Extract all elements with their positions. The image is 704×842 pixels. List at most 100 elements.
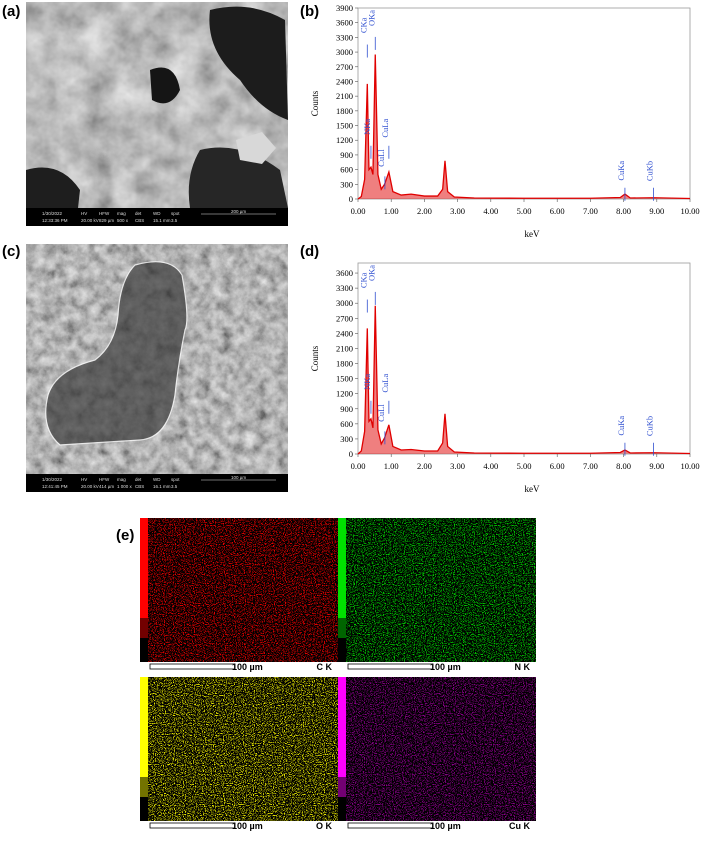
peak-label: CuKa bbox=[616, 416, 626, 436]
panel-label: (c) bbox=[2, 243, 20, 260]
peak-label: CuLl bbox=[376, 149, 386, 167]
map-scale: 100 µm bbox=[430, 821, 461, 831]
y-tick-label: 300 bbox=[340, 179, 353, 189]
y-tick-label: 3300 bbox=[336, 32, 353, 42]
y-tick-label: 3300 bbox=[336, 283, 353, 293]
info-text: 20.00 kV bbox=[81, 218, 99, 223]
x-tick-label: 3.00 bbox=[450, 206, 465, 216]
info-bar-bg bbox=[26, 208, 288, 226]
info-text: WD bbox=[153, 211, 161, 216]
info-text: 100 µm bbox=[231, 475, 246, 480]
y-tick-label: 2100 bbox=[336, 91, 353, 101]
info-text: 15.1 mm bbox=[153, 218, 171, 223]
info-text: 1/30/2022 bbox=[42, 477, 63, 482]
peak-label: NKa bbox=[362, 374, 372, 390]
x-tick-label: 5.00 bbox=[517, 206, 532, 216]
x-tick-label: 2.00 bbox=[417, 206, 432, 216]
info-text: 829 µm bbox=[99, 218, 114, 223]
peak-label: CKa bbox=[358, 272, 368, 288]
y-tick-label: 2400 bbox=[336, 76, 353, 86]
color-bar-low bbox=[140, 777, 148, 797]
spectrum-line bbox=[357, 54, 691, 200]
peak-label: CKa bbox=[358, 17, 368, 33]
y-tick-label: 3000 bbox=[336, 47, 353, 57]
peak-label: CuKa bbox=[616, 161, 626, 181]
x-tick-label: 8.00 bbox=[616, 461, 631, 471]
map-tint bbox=[148, 518, 338, 662]
peak-label: OKa bbox=[366, 10, 376, 26]
info-text: 500 x bbox=[117, 218, 129, 223]
map-element: O K bbox=[316, 821, 333, 831]
y-tick-label: 0 bbox=[349, 194, 353, 204]
peak-label: CuLa bbox=[380, 119, 390, 138]
x-tick-label: 6.00 bbox=[550, 206, 565, 216]
x-tick-label: 6.00 bbox=[550, 461, 565, 471]
info-text: spot bbox=[171, 477, 180, 482]
info-text: det bbox=[135, 477, 142, 482]
y-tick-label: 2100 bbox=[336, 343, 353, 353]
x-tick-label: 1.00 bbox=[384, 206, 399, 216]
color-bar-low bbox=[338, 618, 346, 638]
peak-label: CuLa bbox=[380, 374, 390, 393]
peak-label: CuKb bbox=[644, 161, 654, 181]
info-text: 200 µm bbox=[231, 209, 246, 214]
info-text: HFW bbox=[99, 477, 110, 482]
y-tick-label: 3600 bbox=[336, 268, 353, 278]
panel-label: (b) bbox=[300, 3, 319, 20]
y-tick-label: 900 bbox=[340, 404, 353, 414]
y-tick-label: 1800 bbox=[336, 359, 353, 369]
x-axis-label: keV bbox=[525, 484, 540, 494]
x-tick-label: 10.00 bbox=[680, 206, 699, 216]
map-tint bbox=[346, 677, 536, 821]
peak-label: CuKb bbox=[644, 416, 654, 436]
y-axis-label: Counts bbox=[310, 345, 320, 371]
panel-label: (d) bbox=[300, 243, 319, 260]
info-text: 12:33:36 PM bbox=[42, 218, 68, 223]
x-tick-label: 7.00 bbox=[583, 461, 598, 471]
map-element: C K bbox=[317, 662, 333, 672]
x-tick-label: 9.00 bbox=[649, 206, 664, 216]
info-text: 1 000 x bbox=[117, 484, 133, 489]
y-tick-label: 3900 bbox=[336, 3, 353, 13]
y-tick-label: 1200 bbox=[336, 389, 353, 399]
color-bar-low bbox=[338, 777, 346, 797]
x-tick-label: 2.00 bbox=[417, 461, 432, 471]
sem-image bbox=[26, 244, 288, 474]
peak-label: OKa bbox=[366, 265, 376, 281]
x-tick-label: 4.00 bbox=[483, 461, 498, 471]
color-bar-low bbox=[140, 618, 148, 638]
y-tick-label: 600 bbox=[340, 419, 353, 429]
map-tint bbox=[346, 518, 536, 662]
map-element: N K bbox=[515, 662, 531, 672]
panel-label: (e) bbox=[116, 527, 134, 544]
plot-area bbox=[357, 262, 691, 455]
info-bar-bg bbox=[26, 474, 288, 492]
eds-maps: 100 µm C K 100 µm N K 100 µm O K 100 µm Cu K bbox=[140, 518, 536, 831]
y-tick-label: 600 bbox=[340, 165, 353, 175]
scale-bar bbox=[149, 663, 236, 670]
info-text: spot bbox=[171, 211, 180, 216]
y-tick-label: 1500 bbox=[336, 121, 353, 131]
eds-spectrum: 0 300 600 900 1200 1500 1800 2100 2400 2700 3000 33… bbox=[310, 3, 700, 239]
y-axis-label: Counts bbox=[310, 90, 320, 116]
info-text: WD bbox=[153, 477, 161, 482]
x-tick-label: 3.00 bbox=[450, 461, 465, 471]
y-tick-label: 3600 bbox=[336, 18, 353, 28]
info-text: 20.00 kV bbox=[81, 484, 99, 489]
scale-bar bbox=[347, 663, 434, 670]
y-tick-label: 2700 bbox=[336, 313, 353, 323]
sem-image bbox=[26, 2, 288, 208]
x-tick-label: 0.00 bbox=[351, 206, 366, 216]
info-text: 3.5 bbox=[171, 484, 178, 489]
info-text: HFW bbox=[99, 211, 110, 216]
y-tick-label: 2400 bbox=[336, 328, 353, 338]
map-tint bbox=[148, 677, 338, 821]
x-tick-label: 9.00 bbox=[649, 461, 664, 471]
map-scale: 100 µm bbox=[232, 821, 263, 831]
info-text: CBS bbox=[135, 218, 144, 223]
y-tick-label: 1200 bbox=[336, 135, 353, 145]
info-text: 3.5 bbox=[171, 218, 178, 223]
